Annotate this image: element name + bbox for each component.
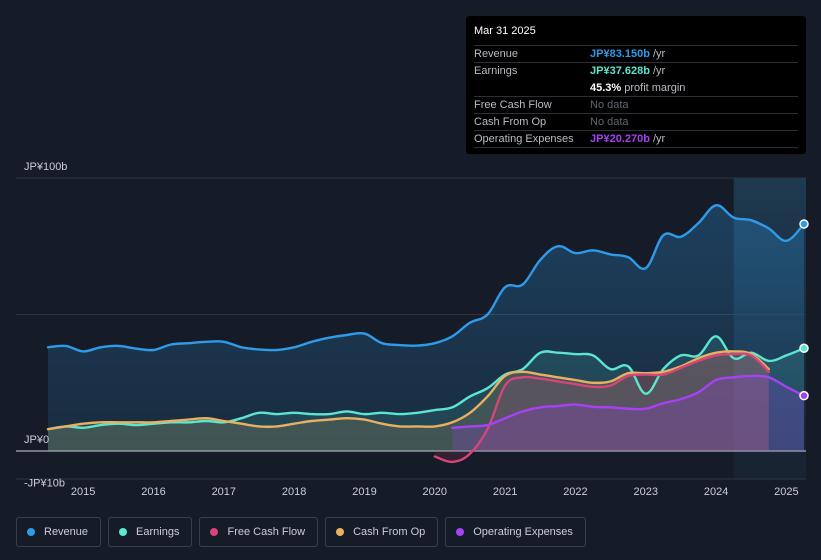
tooltip-value: JP¥20.270b /yr (590, 133, 666, 145)
operating-expenses-line (451, 374, 806, 429)
tooltip-label (474, 80, 590, 96)
tooltip-label: Free Cash Flow (474, 99, 552, 111)
tooltip-label: Operating Expenses (474, 133, 574, 145)
tooltip-row-cash-from-op: Cash From Op No data (474, 114, 798, 131)
legend-dot-icon (456, 528, 465, 536)
legend-label: Free Cash Flow (227, 526, 306, 538)
x-tick-label: 2016 (141, 486, 165, 498)
tooltip-row-operating-expenses: Operating Expenses JP¥20.270b /yr (474, 131, 798, 148)
y-axis-label: JP¥100b (24, 161, 67, 173)
x-tick-label: 2023 (634, 486, 658, 498)
tooltip-value: JP¥83.150b /yr (590, 48, 666, 60)
earnings-end-marker (799, 343, 809, 354)
legend-dot-icon (119, 528, 128, 536)
tooltip-date: Mar 31 2025 (474, 24, 798, 46)
revenue-area (48, 205, 804, 451)
revenue-end-marker (799, 219, 809, 229)
y-axis-label: -JP¥10b (24, 477, 65, 489)
cash-from-op-line (46, 350, 770, 431)
tooltip-row-profit-margin: 45.3% profit margin (474, 80, 798, 97)
tooltip-row-revenue: Revenue JP¥83.150b /yr (474, 46, 798, 63)
legend-item-free-cash-flow[interactable]: Free Cash Flow (199, 517, 319, 547)
y-axis-label: JP¥0 (24, 434, 49, 446)
end-markers (799, 219, 809, 401)
legend-dot-icon (27, 528, 35, 536)
tooltip-row-earnings: Earnings JP¥37.628b /yr (474, 63, 798, 80)
earnings-line (46, 335, 806, 431)
x-tick-label: 2015 (71, 486, 95, 498)
legend-dot-icon (210, 528, 219, 536)
series-lines (46, 204, 806, 464)
legend-label: Earnings (136, 526, 180, 538)
tooltip-value: 45.3% profit margin (590, 82, 686, 94)
tooltip-value: No data (590, 116, 629, 128)
x-tick-label: 2019 (352, 486, 376, 498)
cash-from-op-area (48, 351, 769, 451)
operating-expenses-end-marker (799, 390, 809, 401)
legend-dot-icon (336, 528, 345, 536)
tooltip-label: Cash From Op (474, 116, 547, 128)
revenue-line (46, 204, 806, 353)
legend-item-cash-from-op[interactable]: Cash From Op (325, 517, 439, 547)
legend-label: Operating Expenses (473, 526, 573, 538)
operating-expenses-area (452, 375, 804, 451)
tooltip-row-free-cash-flow: Free Cash Flow No data (474, 97, 798, 114)
legend-label: Cash From Op (353, 526, 426, 538)
x-tick-label: 2025 (774, 486, 798, 498)
x-tick-label: 2022 (563, 486, 587, 498)
x-tick-label: 2018 (282, 486, 306, 498)
tooltip-panel: Mar 31 2025 Revenue JP¥83.150b /yr Earni… (466, 16, 806, 154)
tooltip-label: Earnings (474, 65, 518, 77)
tooltip-label: Revenue (474, 48, 519, 60)
tooltip-value: JP¥37.628b /yr (590, 65, 666, 77)
tooltip-value: No data (590, 99, 629, 111)
legend-item-revenue[interactable]: Revenue (16, 517, 102, 547)
legend-label: Revenue (44, 526, 89, 538)
legend-item-earnings[interactable]: Earnings (108, 517, 193, 547)
axis-labels: JP¥100b JP¥0 -JP¥10b 2015 2016 2017 2018 2019 20… (24, 161, 799, 498)
legend: Revenue Earnings Free Cash Flow Cash Fro… (16, 517, 593, 547)
x-tick-label: 2020 (423, 486, 447, 498)
x-tick-label: 2024 (704, 486, 728, 498)
legend-item-operating-expenses[interactable]: Operating Expenses (445, 517, 586, 547)
x-tick-label: 2017 (212, 486, 236, 498)
x-tick-label: 2021 (493, 486, 517, 498)
series-areas (48, 205, 804, 462)
